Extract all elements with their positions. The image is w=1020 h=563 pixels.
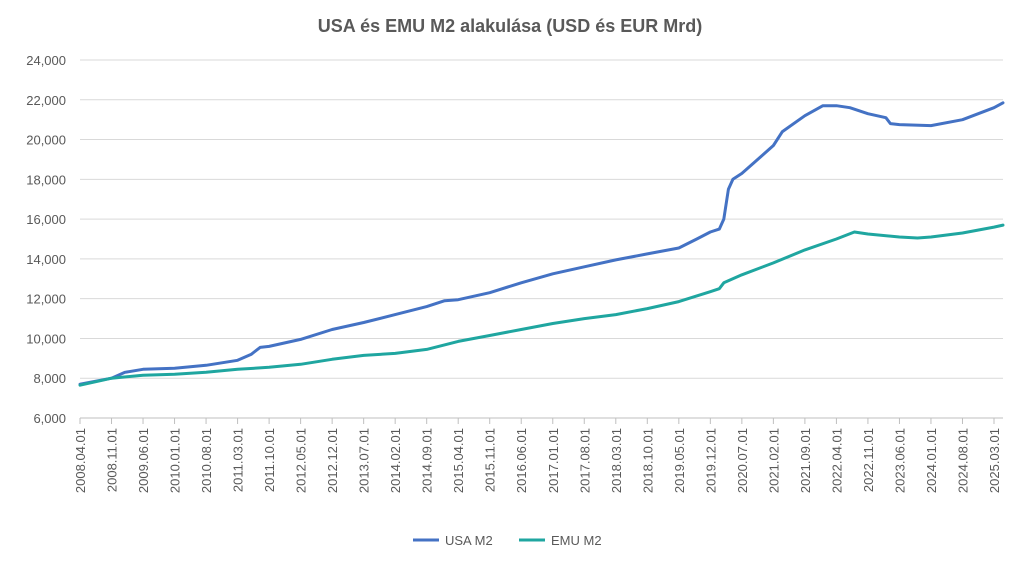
x-tick-label: 2010.08.01 [199, 428, 214, 493]
x-tick-label: 2025.03.01 [987, 428, 1002, 493]
legend: USA M2 EMU M2 [413, 533, 602, 548]
x-tick-label: 2012.12.01 [325, 428, 340, 493]
chart-title: USA és EMU M2 alakulása (USD és EUR Mrd) [318, 16, 702, 36]
series-line-1 [78, 101, 1005, 386]
x-tick-label: 2014.02.01 [388, 428, 403, 493]
x-tick-label: 2017.08.01 [577, 428, 592, 493]
x-tick-label: 2019.12.01 [703, 428, 718, 493]
x-tick-label: 2009.06.01 [136, 428, 151, 493]
y-tick-label: 8,000 [33, 371, 66, 386]
gridlines [80, 59, 1003, 419]
x-tick-label: 2008.11.01 [105, 428, 120, 492]
legend-label: USA M2 [445, 533, 493, 548]
x-tick-label: 2012.05.01 [294, 428, 309, 493]
series-line-2 [78, 223, 1005, 387]
x-tick-label: 2016.06.01 [514, 428, 529, 493]
x-tick-label: 2017.01.01 [546, 428, 561, 493]
legend-label: EMU M2 [551, 533, 602, 548]
x-tick-label: 2015.04.01 [451, 428, 466, 493]
x-tick-label: 2008.04.01 [73, 428, 88, 493]
x-tick-label: 2019.05.01 [672, 428, 687, 493]
x-tick-label: 2013.07.01 [357, 428, 372, 493]
x-tick-label: 2024.08.01 [955, 428, 970, 493]
x-tick-label: 2024.01.01 [924, 428, 939, 493]
y-tick-label: 6,000 [33, 411, 66, 426]
y-axis-ticks: 6,000 8,000 10,000 12,000 14,000 16,000 18,000… [26, 53, 66, 426]
x-tick-label: 2020.07.01 [735, 428, 750, 493]
x-tick-label: 2011.03.01 [231, 428, 246, 492]
y-tick-label: 18,000 [26, 172, 66, 187]
x-tick-label: 2022.11.01 [861, 428, 876, 492]
y-tick-label: 20,000 [26, 133, 66, 148]
y-tick-label: 16,000 [26, 212, 66, 227]
x-tick-label: 2014.09.01 [420, 428, 435, 493]
x-tick-label: 2021.09.01 [798, 428, 813, 493]
y-tick-label: 14,000 [26, 252, 66, 267]
x-tick-label: 2015.11.01 [483, 428, 498, 492]
x-tick-label: 2021.02.01 [766, 428, 781, 493]
x-tick-label: 2018.10.01 [640, 428, 655, 493]
x-tick-label: 2010.01.01 [168, 428, 183, 493]
y-tick-label: 22,000 [26, 93, 66, 108]
x-tick-label: 2022.04.01 [829, 428, 844, 493]
x-tick-label: 2023.06.01 [892, 428, 907, 493]
x-tick-label: 2018.03.01 [609, 428, 624, 493]
series-lines [78, 101, 1005, 387]
x-tick-label: 2011.10.01 [262, 428, 277, 492]
y-tick-label: 10,000 [26, 331, 66, 346]
x-axis-ticks: 2008.04.01 2008.11.01 2009.06.01 2010.01.01… [73, 418, 1002, 493]
y-tick-label: 12,000 [26, 292, 66, 307]
y-tick-label: 24,000 [26, 53, 66, 68]
